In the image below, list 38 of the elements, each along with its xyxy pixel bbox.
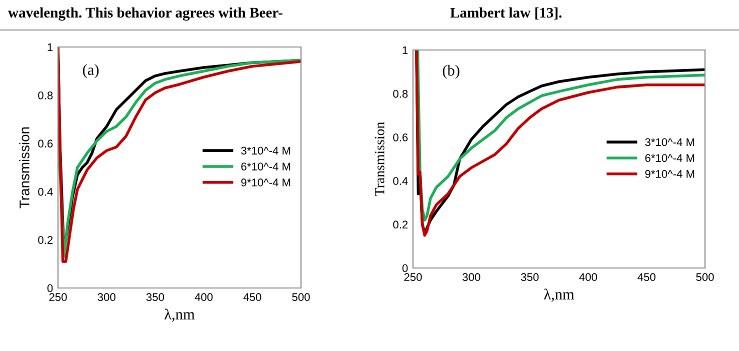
text: Lambert law [13]. bbox=[450, 7, 562, 20]
x-tick-label: 450 bbox=[243, 293, 262, 302]
legend-label: 6*10^-4 M bbox=[645, 154, 694, 162]
y-tick-label: 0.6 bbox=[38, 140, 53, 148]
legend-label: 3*10^-4 M bbox=[645, 138, 694, 146]
x-axis-title: λ,nm bbox=[164, 308, 195, 322]
y-axis-title: Transmission bbox=[19, 127, 30, 208]
y-tick-label: 0.6 bbox=[393, 133, 408, 142]
y-tick-label: 1 bbox=[48, 43, 53, 52]
x-tick-label: 400 bbox=[194, 293, 213, 302]
x-tick-label: 350 bbox=[146, 293, 164, 302]
y-axis-title: Transmission bbox=[374, 122, 384, 196]
y-tick-label: 0.2 bbox=[38, 236, 53, 244]
y-tick-label: 0.8 bbox=[38, 91, 53, 100]
annotation: (a) bbox=[82, 64, 99, 78]
text: wavelength. This behavior agrees with Beer- bbox=[8, 7, 282, 21]
legend-label: 9*10^-4 M bbox=[645, 170, 694, 178]
x-tick-label: 300 bbox=[462, 273, 480, 282]
legend-label: 6*10^-4 M bbox=[241, 162, 290, 170]
annotation: (b) bbox=[442, 64, 460, 79]
x-tick-label: 300 bbox=[98, 293, 116, 302]
legend-label: 9*10^-4 M bbox=[241, 178, 290, 186]
x-tick-label: 450 bbox=[638, 273, 656, 282]
x-tick-label: 400 bbox=[579, 273, 598, 282]
x-tick-label: 500 bbox=[292, 293, 310, 302]
x-axis-title: λ,nm bbox=[544, 288, 574, 302]
y-tick-label: 0 bbox=[402, 264, 408, 272]
y-tick-label: 0.8 bbox=[393, 90, 408, 98]
y-tick-label: 0.4 bbox=[38, 188, 53, 196]
x-tick-label: 250 bbox=[404, 273, 422, 282]
x-tick-label: 250 bbox=[49, 293, 67, 302]
x-tick-label: 350 bbox=[520, 273, 539, 282]
y-tick-label: 0 bbox=[47, 284, 53, 292]
y-tick-label: 0.2 bbox=[393, 220, 408, 229]
x-tick-label: 500 bbox=[696, 273, 714, 282]
y-tick-label: 0.4 bbox=[393, 177, 408, 185]
y-tick-label: 1 bbox=[402, 46, 408, 54]
legend-label: 3*10^-4 M bbox=[241, 146, 290, 155]
